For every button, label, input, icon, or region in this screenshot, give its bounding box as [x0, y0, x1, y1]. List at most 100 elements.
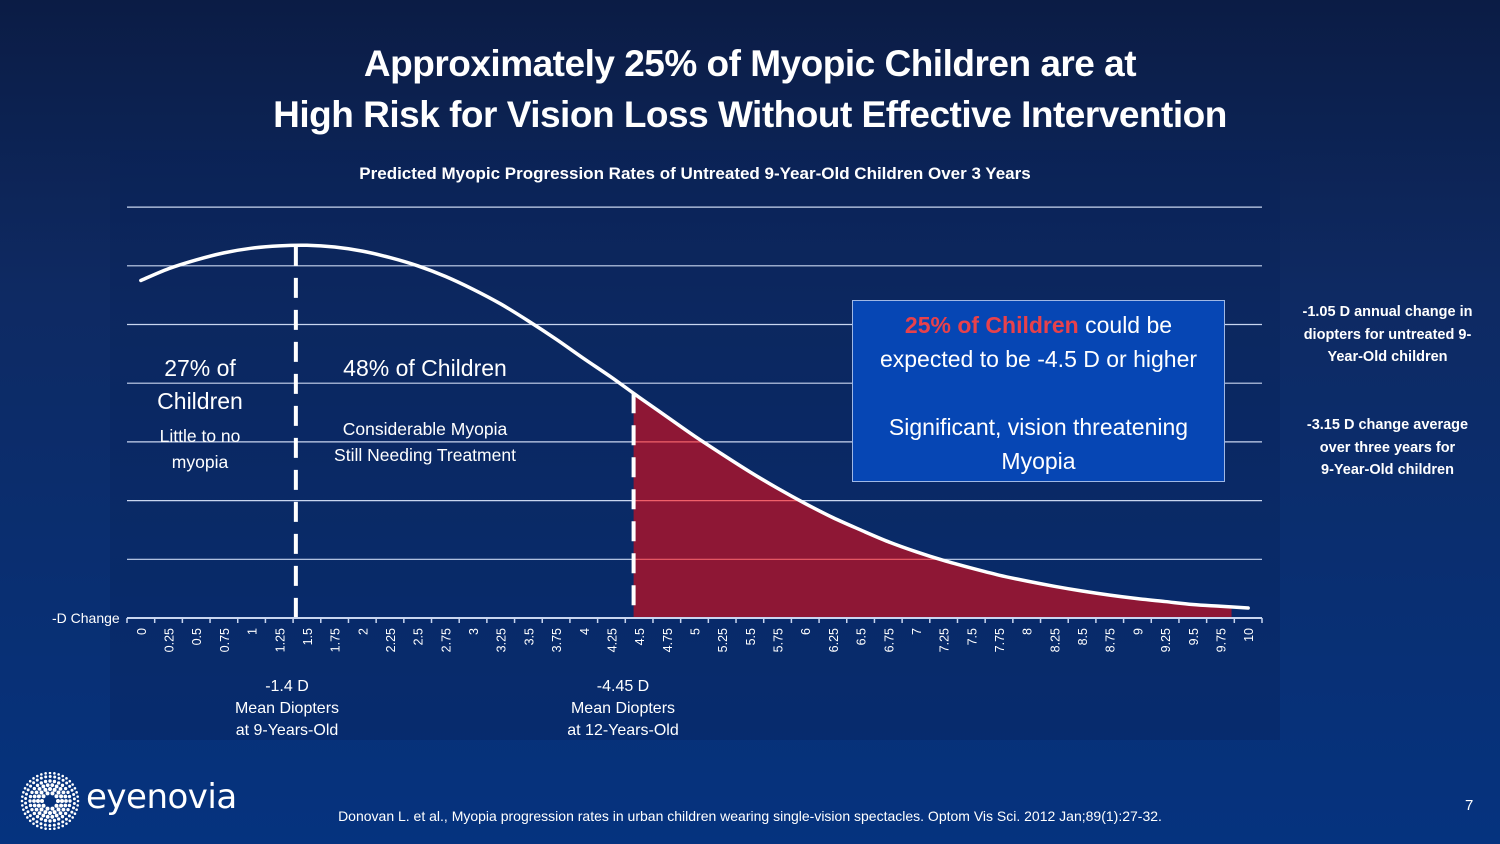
x-tick-label: 2.75 — [439, 628, 453, 652]
logo-dot — [37, 787, 42, 791]
logo-dot — [61, 774, 65, 778]
marker-9-years-value: -1.4 D — [265, 678, 309, 695]
logo-dot — [48, 823, 52, 827]
x-tick-label: 1 — [246, 628, 260, 635]
logo-dot — [64, 799, 68, 803]
logo-dot — [39, 817, 44, 821]
x-tick-label: 5 — [689, 628, 703, 635]
x-tick-label: 2 — [356, 628, 370, 635]
logo-dot — [45, 814, 50, 819]
logo-dot — [32, 822, 35, 825]
logo-dot — [35, 824, 39, 828]
logo-dot — [24, 792, 28, 796]
logo-dot — [39, 790, 44, 795]
logo-dot — [32, 799, 36, 803]
logo-dot — [40, 799, 44, 803]
marker-label-12-years: -4.45 D Mean Diopters at 12-Years-Old — [523, 676, 723, 742]
logo-dot — [61, 820, 65, 824]
logo-dot — [50, 783, 55, 788]
logo-dot — [61, 790, 66, 795]
logo-dot — [48, 827, 52, 831]
callout-line-4: Myopia — [1001, 448, 1076, 474]
x-tick-label: 7.5 — [965, 628, 979, 645]
logo-dot — [72, 801, 76, 805]
logo-dot — [39, 776, 43, 780]
side-note-three-year: -3.15 D change average over three years … — [1285, 414, 1490, 482]
logo-dot — [59, 803, 64, 808]
logo-dot — [39, 822, 43, 826]
x-tick-label: 6.5 — [855, 628, 869, 645]
marker-label-9-years: -1.4 D Mean Diopters at 9-Years-Old — [187, 676, 387, 742]
logo-dot — [67, 814, 71, 818]
high-risk-area — [633, 393, 1232, 618]
region-left-percent-line-2: Children — [157, 388, 243, 414]
x-tick-label: 0.5 — [190, 628, 204, 645]
logo-dot — [44, 772, 47, 775]
x-tick-label: 4.5 — [633, 628, 647, 645]
x-tick-label: 8.75 — [1104, 628, 1118, 652]
logo-dot — [32, 781, 36, 785]
citation: Donovan L. et al., Myopia progression ra… — [338, 808, 1162, 824]
logo-dot — [22, 808, 25, 811]
slide-title-line-1: Approximately 25% of Myopic Children are… — [363, 43, 1137, 84]
marker-12-years-line-3: at 12-Years-Old — [567, 722, 679, 739]
logo-dot — [21, 795, 24, 798]
logo-dot — [70, 810, 74, 814]
logo-dot — [65, 822, 68, 825]
logo-dot — [44, 827, 47, 830]
region-middle-label: 48% of Children Considerable Myopia Stil… — [305, 352, 545, 468]
x-tick-label: 3.75 — [550, 628, 564, 652]
logo-dot — [20, 799, 24, 803]
x-tick-label: 3.25 — [495, 628, 509, 652]
logo-dot — [32, 811, 37, 816]
logo-dot — [72, 792, 76, 796]
x-tick-label: 1.25 — [273, 628, 287, 652]
region-left-desc-line-2: myopia — [171, 452, 229, 472]
logo-dot — [45, 791, 50, 796]
callout-line-2: expected to be -4.5 D or higher — [879, 346, 1198, 372]
logo-dot — [52, 810, 57, 815]
logo-dot — [30, 807, 34, 812]
logo-dot — [73, 786, 77, 790]
logo-dot — [50, 806, 55, 811]
logo-dot — [45, 783, 50, 788]
logo-dot — [44, 775, 48, 779]
logo-dot — [63, 803, 68, 808]
logo-dot — [54, 794, 59, 799]
side-note-three-year-line-2: over three years for — [1319, 439, 1456, 456]
region-middle-desc-line-1: Considerable Myopia — [342, 419, 508, 439]
logo-dot — [48, 787, 52, 791]
x-tick-label: 9.5 — [1187, 628, 1201, 645]
x-tick-label: 6.25 — [827, 628, 841, 652]
x-tick-label: 9.25 — [1159, 628, 1173, 652]
logo-dot — [57, 776, 61, 780]
logo-dot — [34, 790, 39, 795]
x-tick-label: 0.25 — [163, 628, 177, 652]
logo-dot — [60, 814, 65, 819]
logo-dot — [21, 804, 24, 807]
side-note-three-year-line-1: -3.15 D change average — [1306, 417, 1469, 433]
logo-dot — [23, 786, 27, 790]
logo-dot — [76, 799, 80, 803]
logo-dot — [61, 824, 65, 828]
logo-dot — [63, 811, 68, 816]
logo-dot — [39, 807, 44, 812]
logo-dot — [35, 778, 39, 782]
logo-dot — [56, 781, 61, 785]
logo-dot — [41, 784, 46, 789]
logo-dot — [43, 787, 48, 792]
logo-dot — [28, 794, 33, 799]
vertical-markers — [293, 245, 636, 618]
logo-dot — [43, 810, 48, 815]
logo-dot — [67, 794, 72, 799]
logo-dot — [52, 818, 57, 823]
logo-dot — [41, 813, 46, 818]
logo-dot — [26, 810, 30, 814]
x-tick-label: 5.75 — [772, 628, 786, 652]
logo-dot — [26, 788, 30, 792]
logo-dot — [34, 807, 39, 812]
logo-dot — [23, 812, 27, 816]
side-note-annual: -1.05 D annual change in diopters for un… — [1285, 301, 1490, 369]
logo-dot — [76, 795, 79, 798]
logo-dot — [72, 797, 76, 801]
